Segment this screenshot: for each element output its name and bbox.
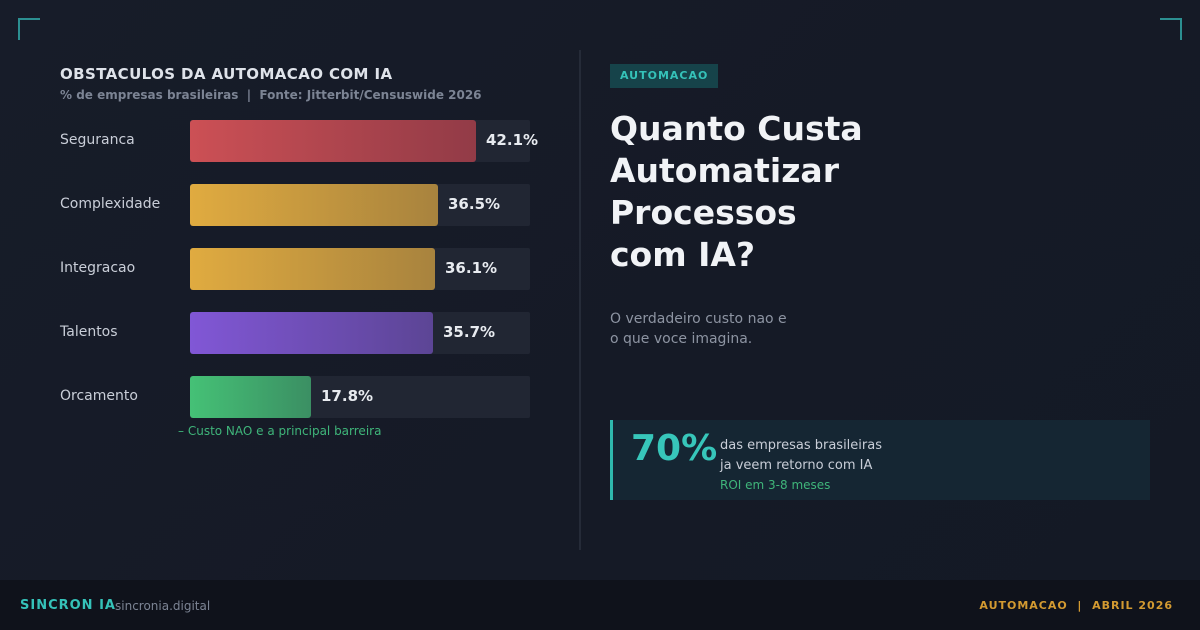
stat-line-1: das empresas brasileiras xyxy=(720,438,882,453)
footer-meta: AUTOMACAO | ABRIL 2026 xyxy=(979,599,1173,612)
corner-bracket-top-right xyxy=(1160,18,1182,40)
bar-track xyxy=(190,120,530,162)
bar-row: Complexidade 36.5% xyxy=(0,184,600,226)
bar-track xyxy=(190,376,530,418)
bar-category-label: Orcamento xyxy=(60,388,138,404)
headline: Quanto Custa Automatizar Processos com I… xyxy=(610,108,1030,276)
bar-category-label: Talentos xyxy=(60,324,118,340)
annotation-dash-icon: – xyxy=(178,424,188,438)
bar-row: Seguranca 42.1% xyxy=(0,120,600,162)
bar-value-label: 42.1% xyxy=(486,131,539,149)
bar-row: Integracao 36.1% xyxy=(0,248,600,290)
bar xyxy=(190,312,433,354)
headline-line-1: Quanto Custa xyxy=(610,109,863,148)
stat-line-3: ROI em 3-8 meses xyxy=(720,478,831,492)
bar-category-label: Complexidade xyxy=(60,196,161,212)
bar-value-label: 36.1% xyxy=(445,259,498,277)
lead-line-2: o que voce imagina. xyxy=(610,331,753,347)
bar-row: Talentos 35.7% xyxy=(0,312,600,354)
bar-value-label: 35.7% xyxy=(443,323,496,341)
bar-track xyxy=(190,184,530,226)
stat-number: 70% xyxy=(631,428,718,469)
bar-value-label: 36.5% xyxy=(448,195,501,213)
bar-track xyxy=(190,248,530,290)
bar xyxy=(190,248,435,290)
bar xyxy=(190,184,438,226)
headline-line-2: Automatizar xyxy=(610,151,839,190)
bar-chart: Seguranca 42.1% Complexidade 36.5% Integraca… xyxy=(0,0,600,460)
stat-callout: 70% das empresas brasileiras ja veem ret… xyxy=(610,420,1150,500)
bar-row: Orcamento 17.8% xyxy=(0,376,600,418)
site-link[interactable]: sincronia.digital xyxy=(115,599,211,613)
stat-line-2: ja veem retorno com IA xyxy=(720,458,873,473)
chart-title: OBSTACULOS DA AUTOMACAO COM IA xyxy=(60,65,393,83)
lead-text: O verdadeiro custo nao e o que voce imag… xyxy=(610,309,787,349)
chart-subtitle: % de empresas brasileiras | Fonte: Jitte… xyxy=(60,88,482,102)
headline-line-3: Processos xyxy=(610,193,797,232)
corner-bracket-top-left xyxy=(18,18,40,40)
divider xyxy=(579,50,581,550)
bar xyxy=(190,120,476,162)
brand-name: SINCRON IA xyxy=(20,598,116,613)
bar-category-label: Integracao xyxy=(60,260,136,276)
bar-value-label: 17.8% xyxy=(321,387,374,405)
footer: SINCRON IA sincronia.digital AUTOMACAO |… xyxy=(0,580,1200,630)
chart-annotation: – Custo NAO e a principal barreira xyxy=(178,424,382,438)
bar xyxy=(190,376,311,418)
headline-line-4: com IA? xyxy=(610,235,756,274)
lead-line-1: O verdadeiro custo nao e xyxy=(610,311,787,327)
bar-track xyxy=(190,312,530,354)
category-tag: AUTOMACAO xyxy=(610,64,719,88)
bar-category-label: Seguranca xyxy=(60,132,135,148)
